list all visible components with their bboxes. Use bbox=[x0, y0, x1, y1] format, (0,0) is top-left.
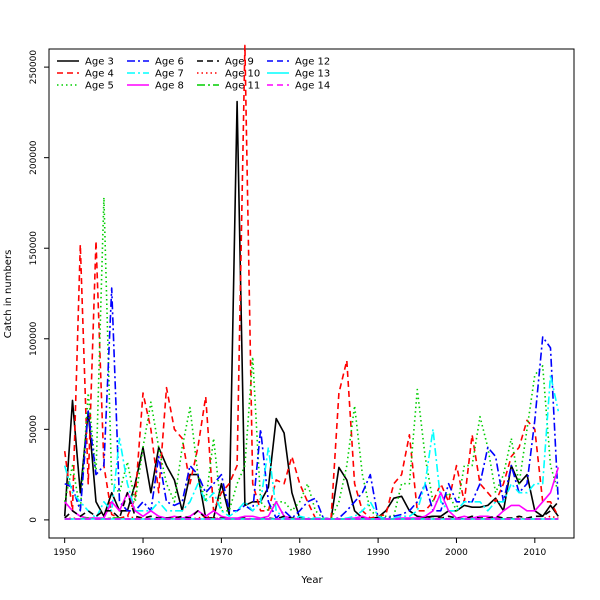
y-tick-label: 100000 bbox=[29, 321, 39, 356]
legend-label-12: Age 14 bbox=[295, 81, 330, 92]
x-tick-label: 2000 bbox=[445, 548, 468, 558]
x-tick-label: 2010 bbox=[523, 548, 546, 558]
legend-label-1: Age 3 bbox=[85, 57, 114, 68]
x-tick-label: 1960 bbox=[132, 548, 155, 558]
x-tick-label: 1990 bbox=[367, 548, 390, 558]
legend-label-6: Age 8 bbox=[155, 81, 184, 92]
series-layer bbox=[63, 44, 560, 520]
legend-label-10: Age 12 bbox=[295, 57, 330, 68]
y-tick-label: 0 bbox=[29, 517, 39, 523]
y-axis: 0 50000 100000 150000 200000 250000 bbox=[29, 50, 49, 523]
series-line-4 bbox=[64, 287, 560, 520]
x-tick-label: 1950 bbox=[53, 548, 76, 558]
series-line-3 bbox=[63, 196, 560, 520]
legend-label-3: Age 5 bbox=[85, 81, 114, 92]
x-tick-label: 1980 bbox=[288, 548, 311, 558]
x-axis-label: Year bbox=[300, 575, 323, 586]
x-axis: 1950 1960 1970 1980 1990 2000 2010 bbox=[53, 538, 547, 558]
legend-label-4: Age 6 bbox=[155, 57, 184, 68]
plot-frame bbox=[48, 48, 575, 539]
legend-label-9: Age 11 bbox=[225, 81, 260, 92]
y-axis-label: Catch in numbers bbox=[3, 250, 14, 339]
y-tick-label: 200000 bbox=[29, 140, 39, 175]
legend-label-8: Age 10 bbox=[225, 69, 260, 80]
legend-label-7: Age 9 bbox=[225, 57, 254, 68]
series-line-2 bbox=[63, 44, 560, 520]
y-tick-label: 250000 bbox=[29, 50, 39, 85]
legend-label-2: Age 4 bbox=[85, 69, 114, 80]
legend-label-11: Age 13 bbox=[295, 69, 330, 80]
y-tick-label: 150000 bbox=[29, 231, 39, 266]
legend-label-5: Age 7 bbox=[155, 69, 184, 80]
y-tick-label: 50000 bbox=[29, 415, 39, 444]
series-line-5 bbox=[63, 374, 560, 520]
x-tick-label: 1970 bbox=[210, 548, 233, 558]
